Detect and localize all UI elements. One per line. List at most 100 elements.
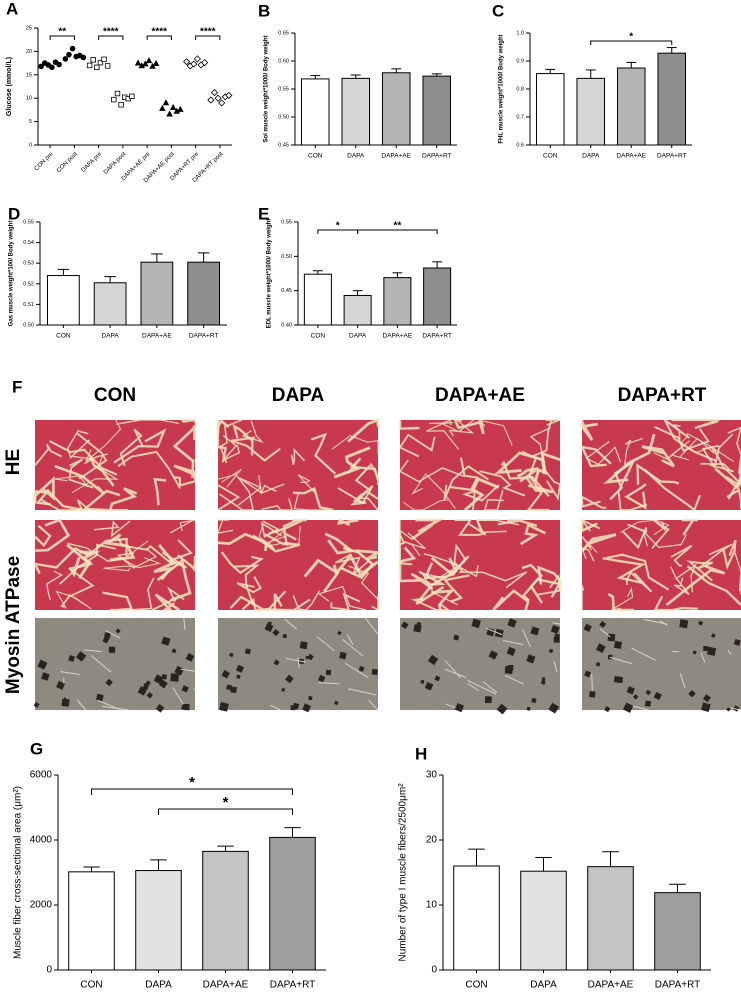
fiber-border	[665, 564, 726, 607]
fiber-border	[603, 433, 656, 485]
stained-fiber	[688, 690, 696, 698]
data-point	[97, 59, 104, 66]
bar	[535, 73, 565, 146]
histology-image	[32, 518, 197, 612]
stained-fiber	[420, 680, 425, 684]
stained-fiber	[726, 707, 731, 712]
y-tick-label: 0.55	[278, 86, 289, 92]
fiber-border	[364, 617, 379, 635]
stained-fiber	[607, 633, 616, 642]
stained-fiber	[170, 673, 179, 682]
fiber-border	[169, 519, 196, 534]
fiber-border	[60, 567, 95, 608]
fiber-border	[117, 450, 182, 489]
fiber-border	[317, 585, 367, 611]
fiber-border	[579, 445, 612, 468]
fiber-border	[46, 488, 121, 512]
stained-fiber	[548, 648, 554, 654]
data-point	[190, 60, 198, 68]
stained-fiber	[526, 654, 536, 664]
stained-fiber	[299, 641, 308, 650]
fiber-border	[580, 495, 607, 509]
significance-label: *	[223, 794, 229, 811]
stained-fiber	[427, 654, 439, 666]
panel-label: B	[258, 1, 270, 20]
stained-fiber	[531, 697, 537, 704]
stained-fiber	[632, 694, 639, 700]
stained-fiber	[33, 701, 40, 708]
stained-fiber	[307, 653, 314, 661]
stained-fiber	[282, 633, 287, 639]
stained-fiber	[622, 702, 634, 713]
data-point	[111, 96, 117, 103]
image-background	[218, 618, 378, 710]
fiber-border	[494, 451, 547, 475]
fiber-border	[410, 570, 446, 590]
fiber-border	[454, 518, 483, 536]
fiber-border	[622, 523, 648, 550]
data-point	[201, 59, 209, 67]
fiber-border	[663, 419, 717, 462]
fiber-border	[398, 433, 436, 458]
y-axis-label: Sol muscle weight*1000/ Body weight	[264, 35, 270, 142]
stained-fiber	[541, 677, 546, 681]
fiber-border	[686, 560, 714, 582]
stained-fiber	[548, 702, 560, 714]
significance-label: ****	[103, 27, 119, 38]
fiber-border	[60, 671, 81, 675]
x-tick-label: CON	[80, 980, 102, 991]
stained-fiber	[616, 676, 623, 683]
fiber-border	[54, 475, 89, 488]
stained-fiber	[553, 636, 560, 643]
x-tick-label: DAPA	[102, 333, 120, 340]
fiber-border	[241, 590, 287, 612]
stained-fiber	[174, 665, 185, 676]
stained-fiber	[526, 706, 531, 711]
histology-image	[400, 618, 561, 715]
fiber-border	[500, 460, 550, 498]
fiber-border	[232, 423, 254, 456]
data-point	[207, 96, 215, 104]
column-header: DAPA+AE	[435, 385, 525, 406]
y-tick-label: 0.8	[516, 86, 524, 92]
fiber-border	[674, 577, 690, 596]
x-tick-label: CON post	[56, 151, 79, 174]
fiber-border	[600, 628, 611, 638]
fiber-border	[368, 700, 379, 711]
stained-fiber	[434, 675, 441, 682]
bar	[343, 294, 372, 326]
stained-fiber	[181, 704, 187, 711]
x-tick-label: CON	[56, 333, 71, 340]
fiber-border	[398, 459, 465, 483]
significance-label: **	[58, 27, 66, 38]
x-tick-label: DAPA+RT	[657, 153, 687, 160]
fiber-border	[606, 553, 670, 591]
stained-fiber	[230, 686, 237, 693]
stained-fiber	[264, 623, 274, 633]
y-tick-label: 30	[426, 770, 438, 781]
fiber-border	[303, 558, 340, 593]
y-tick-label: 0.53	[23, 261, 34, 267]
fiber-border	[355, 549, 383, 561]
fiber-border	[346, 634, 354, 646]
fiber-border	[734, 552, 741, 595]
data-point	[38, 63, 44, 70]
stained-fiber	[692, 650, 697, 655]
fiber-border	[653, 595, 698, 612]
stained-fiber	[604, 706, 611, 713]
stained-fiber	[613, 640, 623, 650]
x-tick-label: DAPA	[145, 980, 172, 991]
fiber-border	[172, 687, 184, 705]
stained-fiber	[108, 646, 116, 653]
fiber-border	[348, 565, 379, 610]
data-point	[114, 90, 121, 97]
fiber-border	[222, 434, 241, 461]
significance-bracket	[195, 35, 221, 40]
significance-bracket	[590, 40, 673, 45]
stained-fiber	[584, 670, 592, 678]
fiber-border	[297, 657, 300, 669]
significance-label: *	[189, 774, 195, 791]
bar	[202, 850, 249, 971]
